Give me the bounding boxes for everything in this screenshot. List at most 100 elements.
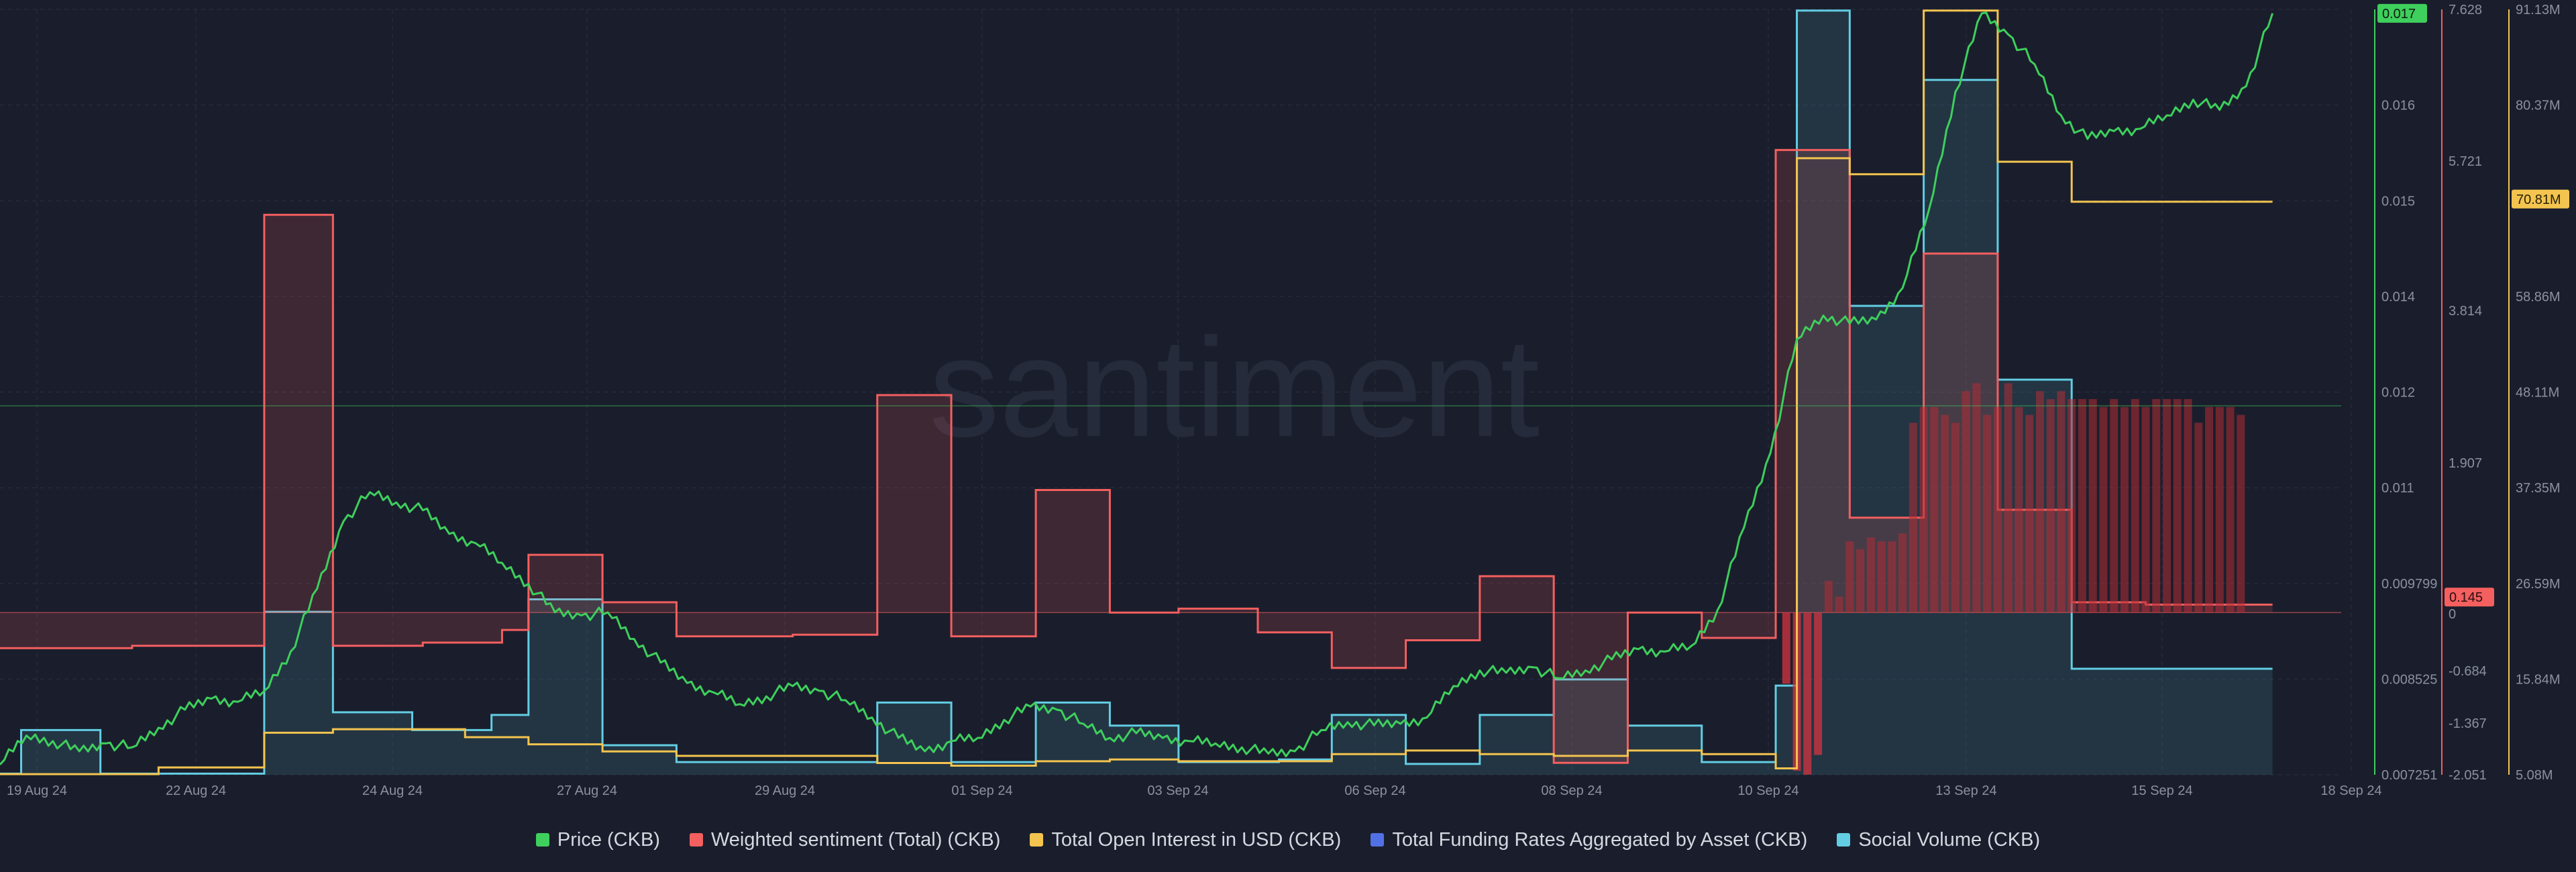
legend-swatch-social xyxy=(1837,833,1851,847)
sentiment-axis-tick: 1.907 xyxy=(2449,456,2482,471)
usd-axis-tick: 15.84M xyxy=(2516,672,2561,687)
x-axis-tick: 18 Sep 24 xyxy=(2320,783,2381,798)
funding-rate-bar xyxy=(1941,415,1949,613)
funding-rate-bar xyxy=(2237,415,2245,613)
weighted-sentiment-area xyxy=(0,150,2273,763)
x-axis-tick: 29 Aug 24 xyxy=(755,783,815,798)
legend: Price (CKB) Weighted sentiment (Total) (… xyxy=(0,820,2576,860)
funding-rate-bar xyxy=(2046,398,2055,613)
legend-item-price[interactable]: Price (CKB) xyxy=(535,828,660,851)
x-axis-tick: 13 Sep 24 xyxy=(1935,783,1996,798)
legend-label-price: Price (CKB) xyxy=(557,828,660,851)
price-axis-tick: 0.016 xyxy=(2381,99,2415,113)
funding-rate-bar xyxy=(2131,398,2139,613)
x-axis-tick: 08 Sep 24 xyxy=(1541,783,1602,798)
price-axis-tick: 0.009799 xyxy=(2381,577,2437,592)
funding-rate-bar xyxy=(1824,581,1833,613)
funding-rate-bar xyxy=(1930,406,1939,613)
usd-current-badge-bg xyxy=(2512,189,2569,209)
sentiment-axis-tick: 5.721 xyxy=(2449,154,2482,169)
legend-swatch-sentiment xyxy=(689,833,703,847)
price-axis-tick: 0.012 xyxy=(2381,386,2415,400)
x-axis-tick: 01 Sep 24 xyxy=(951,783,1012,798)
funding-rate-bar xyxy=(2215,406,2224,613)
sentiment-axis-tick: -1.367 xyxy=(2449,716,2487,731)
funding-rate-bar xyxy=(2194,423,2203,613)
sentiment-axis-tick: 0 xyxy=(2449,607,2456,622)
legend-label-social: Social Volume (CKB) xyxy=(1858,828,2041,851)
usd-axis-tick: 58.86M xyxy=(2516,290,2561,305)
funding-rate-bar xyxy=(2057,391,2065,613)
funding-rate-bar xyxy=(2226,406,2235,613)
x-axis-tick: 15 Sep 24 xyxy=(2131,783,2192,798)
x-axis-tick: 27 Aug 24 xyxy=(557,783,617,798)
x-axis-tick: 06 Sep 24 xyxy=(1344,783,1405,798)
price-axis-tick: 0.015 xyxy=(2381,194,2415,209)
watermark: santiment xyxy=(929,309,1540,466)
funding-rate-bar xyxy=(2120,406,2129,613)
sentiment-axis-tick: 3.814 xyxy=(2449,304,2482,319)
x-axis-tick: 24 Aug 24 xyxy=(362,783,423,798)
funding-rate-bar xyxy=(1814,612,1823,755)
funding-rate-bar xyxy=(2184,398,2192,613)
funding-rate-bar xyxy=(1951,423,1960,613)
funding-rate-bar xyxy=(2088,398,2097,613)
x-axis-tick: 03 Sep 24 xyxy=(1147,783,1208,798)
price-axis-tick: 0.011 xyxy=(2381,481,2414,496)
funding-rate-bar xyxy=(1909,423,1917,613)
usd-axis-tick: 80.37M xyxy=(2516,99,2561,113)
price-axis-tick: 0.008525 xyxy=(2381,672,2437,687)
funding-rate-bar xyxy=(2205,406,2214,613)
funding-rate-bar xyxy=(1877,541,1886,613)
funding-rate-bar xyxy=(1803,612,1812,775)
price-current-badge: 0.017 xyxy=(2382,7,2416,21)
usd-axis-tick: 91.13M xyxy=(2516,3,2561,17)
legend-label-sentiment: Weighted sentiment (Total) (CKB) xyxy=(710,828,1001,851)
legend-item-open-interest[interactable]: Total Open Interest in USD (CKB) xyxy=(1030,829,1341,851)
funding-rate-bar xyxy=(1782,612,1790,684)
funding-rate-bar xyxy=(1983,415,1992,613)
x-axis-tick: 10 Sep 24 xyxy=(1737,783,1799,798)
legend-item-social[interactable]: Social Volume (CKB) xyxy=(1837,829,2040,851)
x-axis-tick: 22 Aug 24 xyxy=(166,783,226,798)
funding-rate-bar xyxy=(2152,398,2161,613)
usd-axis-tick: 5.08M xyxy=(2516,768,2553,783)
usd-axis-tick: 48.11M xyxy=(2516,386,2559,400)
funding-rate-bar xyxy=(2173,398,2182,613)
legend-item-funding[interactable]: Total Funding Rates Aggregated by Asset … xyxy=(1371,829,1807,851)
funding-rate-bar xyxy=(1835,596,1843,613)
price-line xyxy=(0,11,2274,765)
funding-rate-bar xyxy=(2068,398,2076,613)
funding-rate-bar xyxy=(2035,391,2044,613)
funding-rate-bar xyxy=(2078,398,2086,613)
open-interest-line xyxy=(0,9,2273,775)
sentiment-axis-tick: -0.684 xyxy=(2449,664,2487,679)
funding-rate-bar xyxy=(2163,398,2171,613)
sentiment-axis-tick: 7.628 xyxy=(2449,3,2482,17)
funding-rate-bar xyxy=(2004,383,2012,613)
price-axis-tick: 0.014 xyxy=(2381,290,2415,305)
legend-label-funding: Total Funding Rates Aggregated by Asset … xyxy=(1392,828,1808,851)
funding-rate-bar xyxy=(1898,533,1907,613)
funding-rate-bar xyxy=(1845,541,1854,613)
legend-label-open-interest: Total Open Interest in USD (CKB) xyxy=(1051,828,1342,851)
funding-rate-bar xyxy=(1919,406,1928,613)
funding-rate-bar xyxy=(2025,415,2034,613)
usd-current-badge: 70.81M xyxy=(2516,193,2561,207)
funding-rate-bar xyxy=(1962,391,1970,613)
funding-rate-bar xyxy=(1993,406,2002,613)
social-volume-area xyxy=(0,10,2273,775)
sentiment-current-badge-bg xyxy=(2445,588,2494,607)
legend-item-sentiment[interactable]: Weighted sentiment (Total) (CKB) xyxy=(689,828,1001,851)
legend-swatch-funding xyxy=(1371,833,1385,847)
price-axis-tick: 0.007251 xyxy=(2381,768,2437,783)
funding-rate-bar xyxy=(1866,537,1875,613)
funding-rate-bar xyxy=(1972,383,1981,613)
usd-axis-tick: 37.35M xyxy=(2516,481,2561,496)
funding-rate-bar xyxy=(2099,406,2108,613)
funding-rate-bar xyxy=(2110,398,2118,613)
chart-svg: santiment 0.017 0.016 0.015 0.014 0.012 0.011 0… xyxy=(0,3,2569,798)
x-axis-tick: 19 Aug 24 xyxy=(7,783,67,798)
funding-rate-bar xyxy=(2015,406,2023,613)
